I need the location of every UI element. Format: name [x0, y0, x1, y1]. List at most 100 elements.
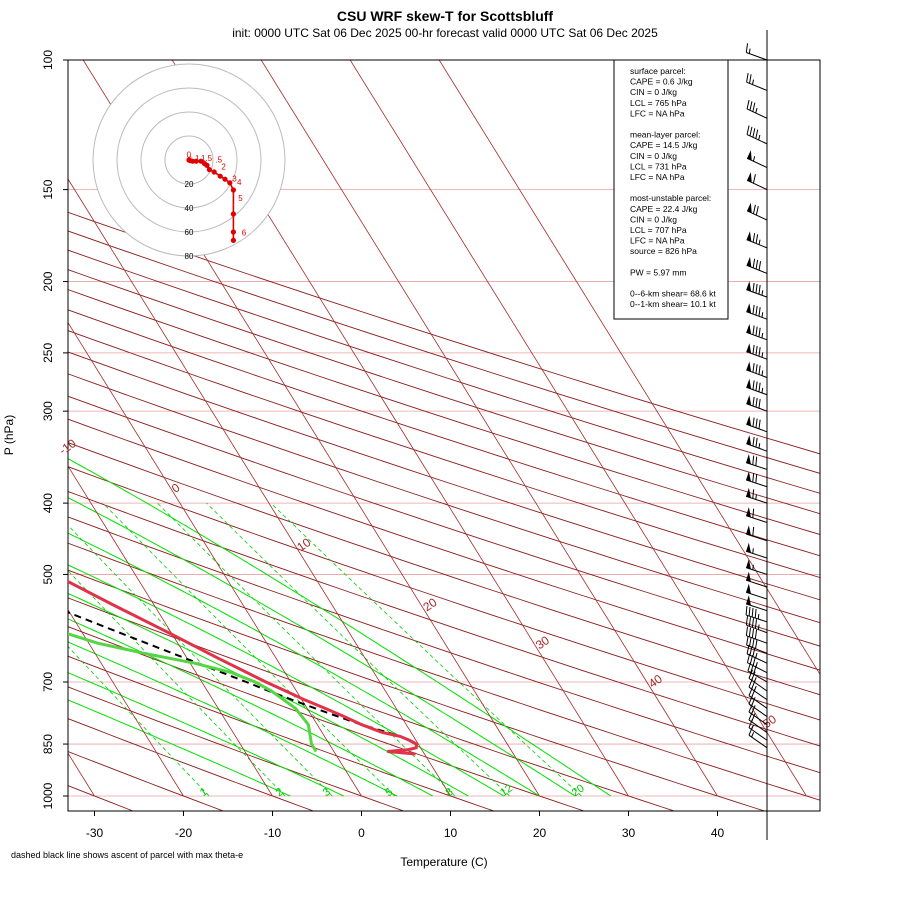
dry-adiabat [68, 309, 820, 557]
sounding-profiles [68, 579, 419, 756]
pressure-tick-label: 250 [41, 343, 55, 363]
hodograph-point [230, 187, 236, 193]
moist-adiabat [68, 564, 505, 797]
pressure-tick-label: 500 [41, 564, 55, 584]
wind-barb [746, 281, 768, 298]
stats-line: 0--6-km shear= 68.6 kt [630, 289, 716, 299]
stats-line: most-unstable parcel: [630, 193, 711, 203]
parcel-ascent-line [68, 611, 396, 736]
hodograph-point [230, 237, 236, 243]
isotherm-label: 10 [294, 535, 313, 554]
stats-line: LFC = NA hPa [630, 172, 685, 182]
mixing-ratio-labels: 1 2 3 5 8 12 20 [198, 782, 587, 799]
chart-subtitle: init: 0000 UTC Sat 06 Dec 2025 00-hr for… [232, 26, 658, 40]
stats-line: mean-layer parcel: [630, 130, 700, 140]
isotherm-label: 0 [169, 480, 183, 495]
dry-adiabat [68, 597, 676, 811]
pressure-tick-label: 1000 [41, 782, 55, 809]
wind-barb [745, 605, 768, 623]
stats-line: CIN = 0 J/kg [630, 214, 677, 224]
hodograph-point [227, 180, 233, 186]
stats-line: CIN = 0 J/kg [630, 151, 677, 161]
dry-adiabat [68, 230, 820, 474]
temperature-tick-label: -10 [264, 826, 282, 840]
wind-barb [746, 435, 768, 452]
hodograph-point-label: 1.5 [201, 154, 213, 163]
mixing-ratio-label: 1 [198, 786, 210, 799]
wind-barb [746, 323, 768, 341]
dry-adiabat [68, 289, 820, 535]
pressure-tick-label: 700 [41, 672, 55, 692]
wind-barb [746, 635, 768, 654]
hodograph-point [190, 158, 196, 164]
wind-barb [745, 542, 768, 559]
mixing-ratio-label: 20 [570, 782, 587, 799]
wind-barb [745, 615, 768, 634]
pressure-tick-label: 100 [41, 50, 55, 70]
temperature-axis: -30 -20 -10 0 10 20 30 40 [68, 810, 820, 840]
dry-adiabat [68, 655, 496, 811]
hodograph-point-label: 2 [221, 163, 226, 172]
wind-barb [746, 395, 768, 412]
hodograph-ring-label: 40 [185, 204, 194, 213]
mixing-ratio-lines [68, 502, 582, 797]
dry-adiabat [68, 373, 820, 624]
wind-barb [745, 583, 768, 600]
wind-barb [746, 172, 768, 191]
dry-adiabat [68, 542, 820, 801]
isotherm-label: 30 [533, 633, 552, 652]
dry-adiabat [68, 211, 820, 455]
skewt-grid [68, 60, 820, 811]
stats-line: CAPE = 0.6 J/kg [630, 77, 693, 87]
dry-adiabat [68, 249, 820, 494]
dry-adiabat [68, 516, 820, 774]
stats-line: source = 826 hPa [630, 246, 697, 256]
wind-barb [745, 595, 768, 612]
stats-panel: surface parcel:CAPE = 0.6 J/kg CIN = 0 J/… [613, 59, 729, 320]
isotherm [68, 178, 451, 797]
mixing-line-3 [68, 524, 333, 797]
wind-barb [745, 471, 768, 488]
isotherm-label: -10 [56, 436, 79, 458]
moist-adiabat [68, 497, 576, 797]
stats-line: LCL = 731 hPa [630, 161, 687, 171]
hodograph-ring [164, 135, 214, 185]
mixing-ratio-label: 5 [383, 786, 395, 799]
hodograph-point-label: 0 [187, 151, 192, 160]
temperature-tick-label: 30 [622, 826, 636, 840]
hodograph-ring-label: 20 [185, 180, 194, 189]
wind-barb [746, 99, 768, 119]
isotherm [68, 465, 273, 797]
hodograph-ring-label: 80 [185, 252, 194, 261]
wind-barb [745, 43, 768, 61]
hodograph-point-label: 5 [238, 194, 243, 203]
hodograph-point-label: 3 [232, 175, 237, 184]
pressure-tick-label: 400 [41, 493, 55, 513]
hodograph-point [193, 158, 199, 164]
wind-barb [745, 626, 768, 644]
mixing-ratio-label: 2 [274, 786, 286, 799]
pressure-tick-label: 850 [41, 734, 55, 754]
moist-adiabat [68, 618, 433, 797]
stats-line: PW = 5.97 mm [630, 267, 686, 277]
stats-line: surface parcel: [630, 66, 686, 76]
stats-line: CAPE = 14.5 J/kg [630, 140, 698, 150]
dry-adiabat [68, 269, 820, 515]
stats-box [613, 59, 729, 320]
pressure-tick-label: 150 [41, 179, 55, 199]
isotherm [68, 321, 362, 797]
parcel-footnote: dashed black line shows ascent of parcel… [11, 850, 243, 860]
dry-adiabat [68, 751, 225, 811]
mixing-line-1 [68, 645, 210, 797]
isotherm [349, 60, 807, 797]
stats-line: LFC = NA hPa [630, 236, 685, 246]
hodograph-point [206, 167, 212, 173]
stats-line: CAPE = 22.4 J/kg [630, 204, 698, 214]
wind-barb [745, 507, 768, 523]
pressure-axis: 100 150 200 250 300 400 500 700 850 1000 [41, 50, 68, 809]
temperature-tick-label: 20 [533, 826, 547, 840]
hodograph-point-label: .5 [215, 155, 222, 164]
wind-barb [747, 662, 768, 683]
wind-barb [746, 361, 768, 378]
